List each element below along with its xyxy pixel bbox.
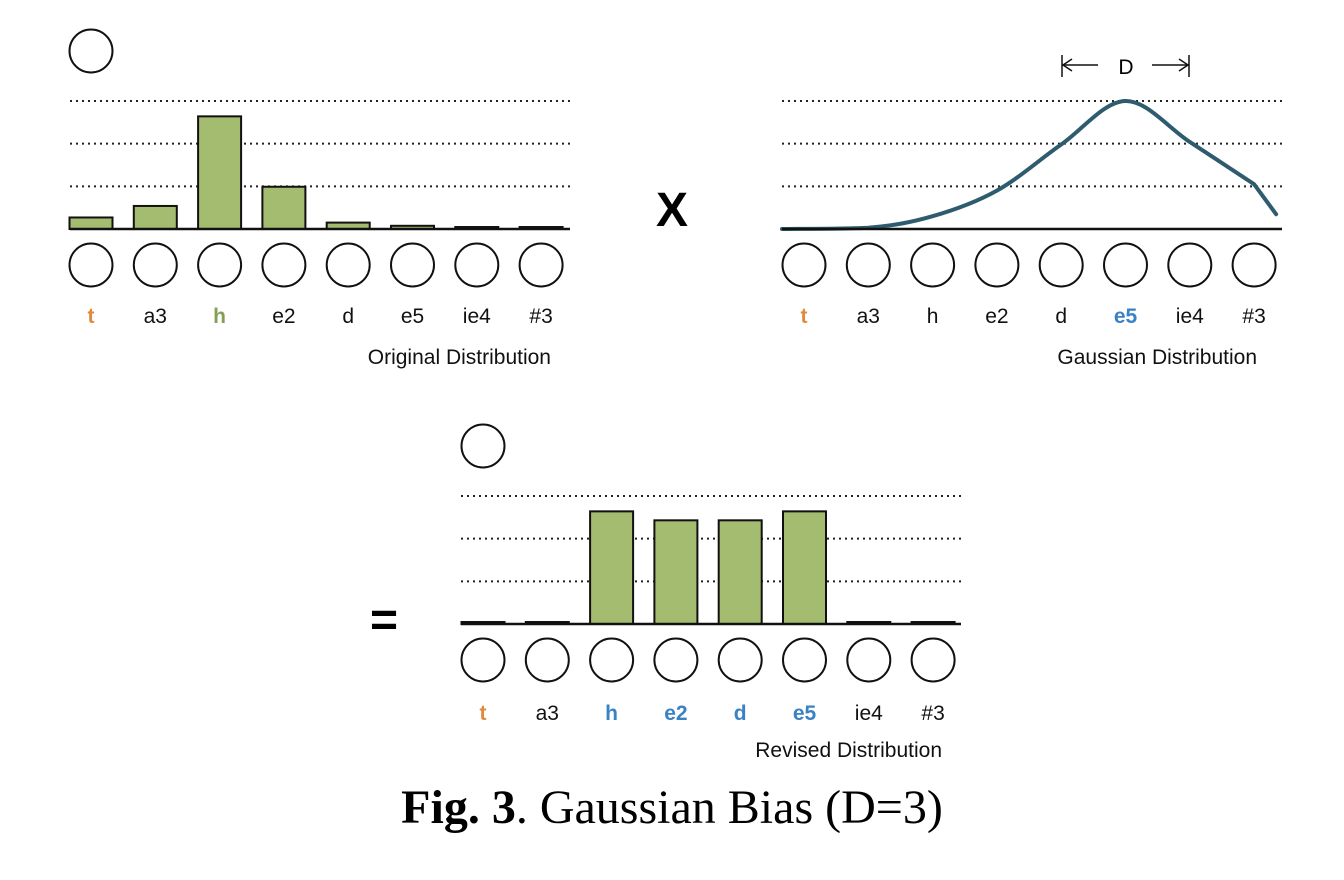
token-node <box>197 242 243 288</box>
figure-caption-label: Fig. 3 <box>401 781 516 834</box>
token-node <box>1167 242 1213 288</box>
token-label: h <box>213 305 226 328</box>
token-node <box>454 242 500 288</box>
original-distribution-panel: t a3 h e2 d e5 ie4 #3 Original Distribution <box>68 28 570 369</box>
original-caption: Original Distribution <box>368 346 551 369</box>
token-label: e2 <box>985 305 1008 328</box>
token-label: t <box>801 305 808 328</box>
token-node <box>390 242 435 288</box>
token-node <box>845 242 891 288</box>
token-node <box>653 637 699 683</box>
corner-circle <box>68 28 114 74</box>
token-label: e5 <box>793 702 817 725</box>
bar-e5 <box>782 510 827 625</box>
token-label: e5 <box>1114 305 1138 328</box>
token-node <box>589 637 635 683</box>
token-node <box>1038 242 1084 288</box>
token-node <box>132 242 178 288</box>
token-label: d <box>1055 305 1067 328</box>
bar-e2 <box>653 519 699 626</box>
bar-t <box>68 216 114 230</box>
token-node <box>261 242 307 288</box>
token-label: e2 <box>272 305 295 328</box>
bar-e2 <box>261 185 307 230</box>
figure-caption: Fig. 3. Gaussian Bias (D=3) <box>401 781 943 834</box>
multiply-operator: X <box>656 184 688 237</box>
corner-circle <box>460 423 506 469</box>
bar-h <box>197 115 243 230</box>
token-node <box>782 637 827 683</box>
gaussian-distribution-panel: t a3 h e2 d e5 ie4 #3 Gaussian Distribution <box>780 98 1282 369</box>
token-label: e5 <box>401 305 424 328</box>
token-label: ie4 <box>855 702 883 725</box>
token-label: a3 <box>857 305 880 328</box>
token-node <box>460 637 506 683</box>
d-label: D <box>1118 56 1133 79</box>
token-label: d <box>734 702 747 725</box>
token-label: d <box>342 305 354 328</box>
token-label: t <box>88 305 95 328</box>
token-label: h <box>927 305 939 328</box>
revised-distribution-panel: t a3 h e2 d e5 ie4 #3 Revised Distribution <box>460 423 961 762</box>
token-label: ie4 <box>1176 305 1204 328</box>
gaussian-caption: Gaussian Distribution <box>1057 346 1257 369</box>
token-label: e2 <box>664 702 687 725</box>
token-label: #3 <box>921 702 944 725</box>
bar-d <box>717 519 763 626</box>
token-node <box>518 242 564 288</box>
d-distance-marker: D <box>1061 55 1190 79</box>
bar-a3 <box>132 204 178 231</box>
token-node <box>325 242 371 288</box>
token-node <box>717 637 763 683</box>
gaussian-curve <box>780 98 1279 231</box>
token-node <box>974 242 1020 288</box>
token-node <box>1231 242 1277 288</box>
equals-operator: = <box>370 594 398 647</box>
token-node <box>1103 242 1148 288</box>
token-node <box>910 637 956 683</box>
token-label: a3 <box>144 305 167 328</box>
token-label: #3 <box>1242 305 1265 328</box>
token-label: t <box>480 702 487 725</box>
token-label: #3 <box>529 305 552 328</box>
token-node <box>781 242 827 288</box>
token-label: h <box>605 702 618 725</box>
token-label: ie4 <box>463 305 491 328</box>
revised-caption: Revised Distribution <box>755 739 942 762</box>
token-label: a3 <box>536 702 559 725</box>
token-node <box>910 242 956 288</box>
token-node <box>524 637 570 683</box>
figure-caption-text: . Gaussian Bias (D=3) <box>516 781 943 834</box>
bar-h <box>589 510 635 625</box>
token-node <box>846 637 892 683</box>
token-node <box>68 242 114 288</box>
